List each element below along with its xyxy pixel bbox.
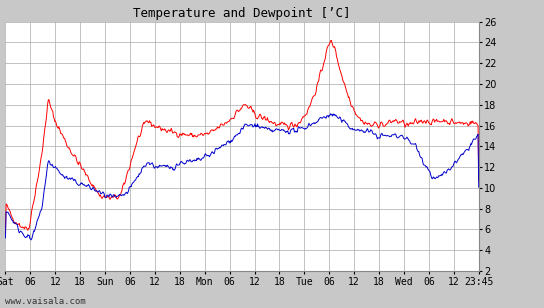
Title: Temperature and Dewpoint [’C]: Temperature and Dewpoint [’C] [133,7,351,20]
Text: www.vaisala.com: www.vaisala.com [5,298,86,306]
